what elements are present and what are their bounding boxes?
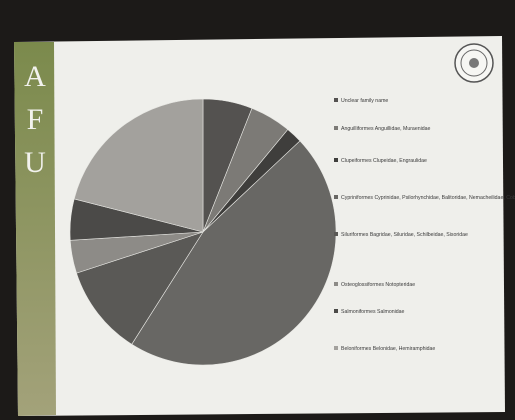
legend-swatch: [334, 346, 338, 350]
legend-swatch: [334, 232, 338, 236]
sidebar-letter: F: [27, 103, 44, 136]
pie-slice: [76, 231, 204, 345]
legend-swatch: [334, 98, 338, 102]
sidebar-letter: A: [24, 60, 46, 93]
sidebar: [14, 42, 56, 416]
legend-swatch: [334, 309, 338, 313]
logo: [454, 43, 494, 83]
legend-swatch: [334, 195, 338, 199]
legend-swatch: [334, 282, 338, 286]
legend-label: Siluriformes Bagridae, Siluridae, Schilb…: [341, 232, 468, 238]
legend-label: Osteoglossiformes Notopteridae: [341, 282, 415, 288]
legend-label: Salmoniformes Salmonidae: [341, 309, 405, 315]
legend-label: Anguilliformes Anguillidae, Muraenidae: [341, 126, 431, 132]
legend-label: Clupeiformes Clupeidae, Engraulidae: [341, 158, 427, 164]
pie-slice: [73, 98, 204, 233]
legend-label: Beloniformes Belonidae, Hemiramphidae: [341, 346, 435, 352]
sidebar-letter: U: [24, 146, 46, 179]
legend-swatch: [334, 158, 338, 162]
legend-swatch: [334, 126, 338, 130]
legend-label: Cypriniformes Cyprinidae, Psilorhynchida…: [341, 195, 515, 201]
pie-slice: [131, 140, 337, 366]
legend-label: Unclear family name: [341, 98, 388, 104]
